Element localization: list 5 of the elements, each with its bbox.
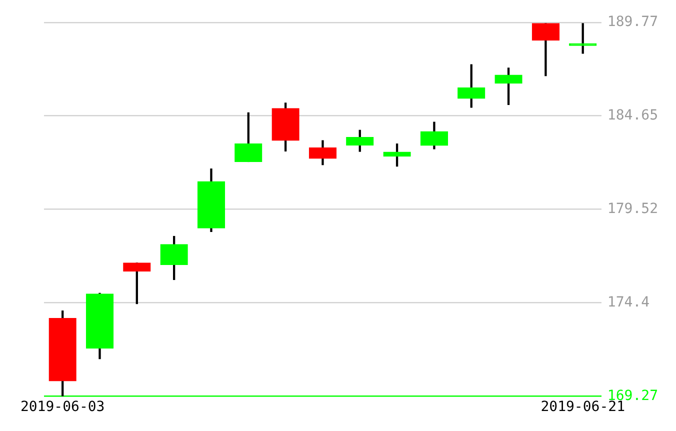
y-tick-label: 179.52 xyxy=(607,200,658,217)
y-tick-label: 174.4 xyxy=(607,294,650,310)
y-tick-label: 184.65 xyxy=(607,107,658,124)
y-tick-label: 189.77 xyxy=(607,14,658,30)
x-tick-label: 2019-06-03 xyxy=(20,399,105,416)
